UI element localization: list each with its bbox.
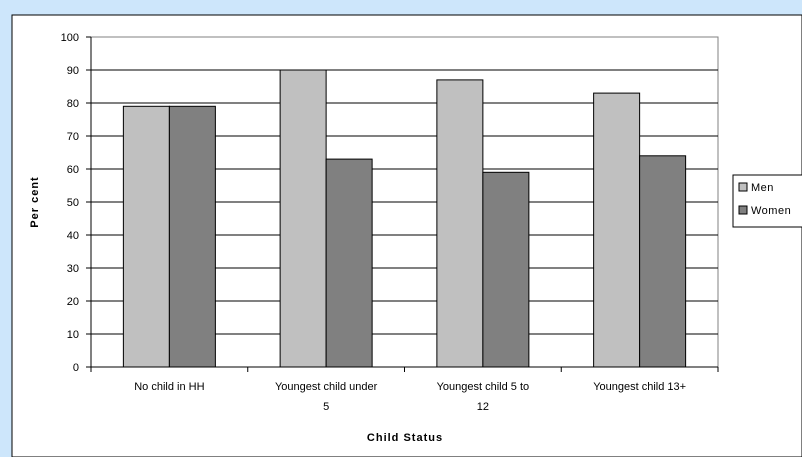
y-tick-label: 60 <box>67 164 79 176</box>
x-tick-label: Youngest child 13+ <box>593 381 686 393</box>
x-tick-label: Youngest child under <box>275 381 378 393</box>
y-tick-label: 50 <box>67 197 79 209</box>
y-tick-label: 0 <box>73 362 79 374</box>
bar-women <box>482 171 530 368</box>
x-axis-ticks: No child in HH Youngest child under 5 Young… <box>90 367 719 413</box>
x-axis-title: Child Status <box>367 432 443 444</box>
x-tick-label: Youngest child 5 to <box>437 381 530 393</box>
legend-label-women: Women <box>751 205 791 217</box>
bar-men <box>122 105 170 368</box>
y-tick-label: 70 <box>67 131 79 143</box>
y-tick-label: 80 <box>67 98 79 110</box>
legend: Men Women <box>732 174 802 228</box>
bar-women <box>639 155 687 368</box>
bars <box>122 69 687 368</box>
x-tick-label: 12 <box>477 401 489 413</box>
y-tick-label: 10 <box>67 329 79 341</box>
legend-swatch-men <box>738 182 748 192</box>
x-tick-label: No child in HH <box>134 381 204 393</box>
y-tick-label: 30 <box>67 263 79 275</box>
legend-label-men: Men <box>751 182 774 194</box>
bar-men <box>279 69 327 368</box>
bar-men <box>593 92 641 368</box>
bar-men <box>436 79 484 368</box>
y-axis-title: Per cent <box>29 176 41 227</box>
legend-swatch-women <box>738 205 748 215</box>
y-tick-label: 100 <box>61 32 79 44</box>
x-tick-label: 5 <box>323 401 329 413</box>
y-tick-label: 20 <box>67 296 79 308</box>
bar-women <box>168 105 216 368</box>
y-tick-label: 90 <box>67 65 79 77</box>
y-tick-label: 40 <box>67 230 79 242</box>
bar-women <box>325 158 373 368</box>
